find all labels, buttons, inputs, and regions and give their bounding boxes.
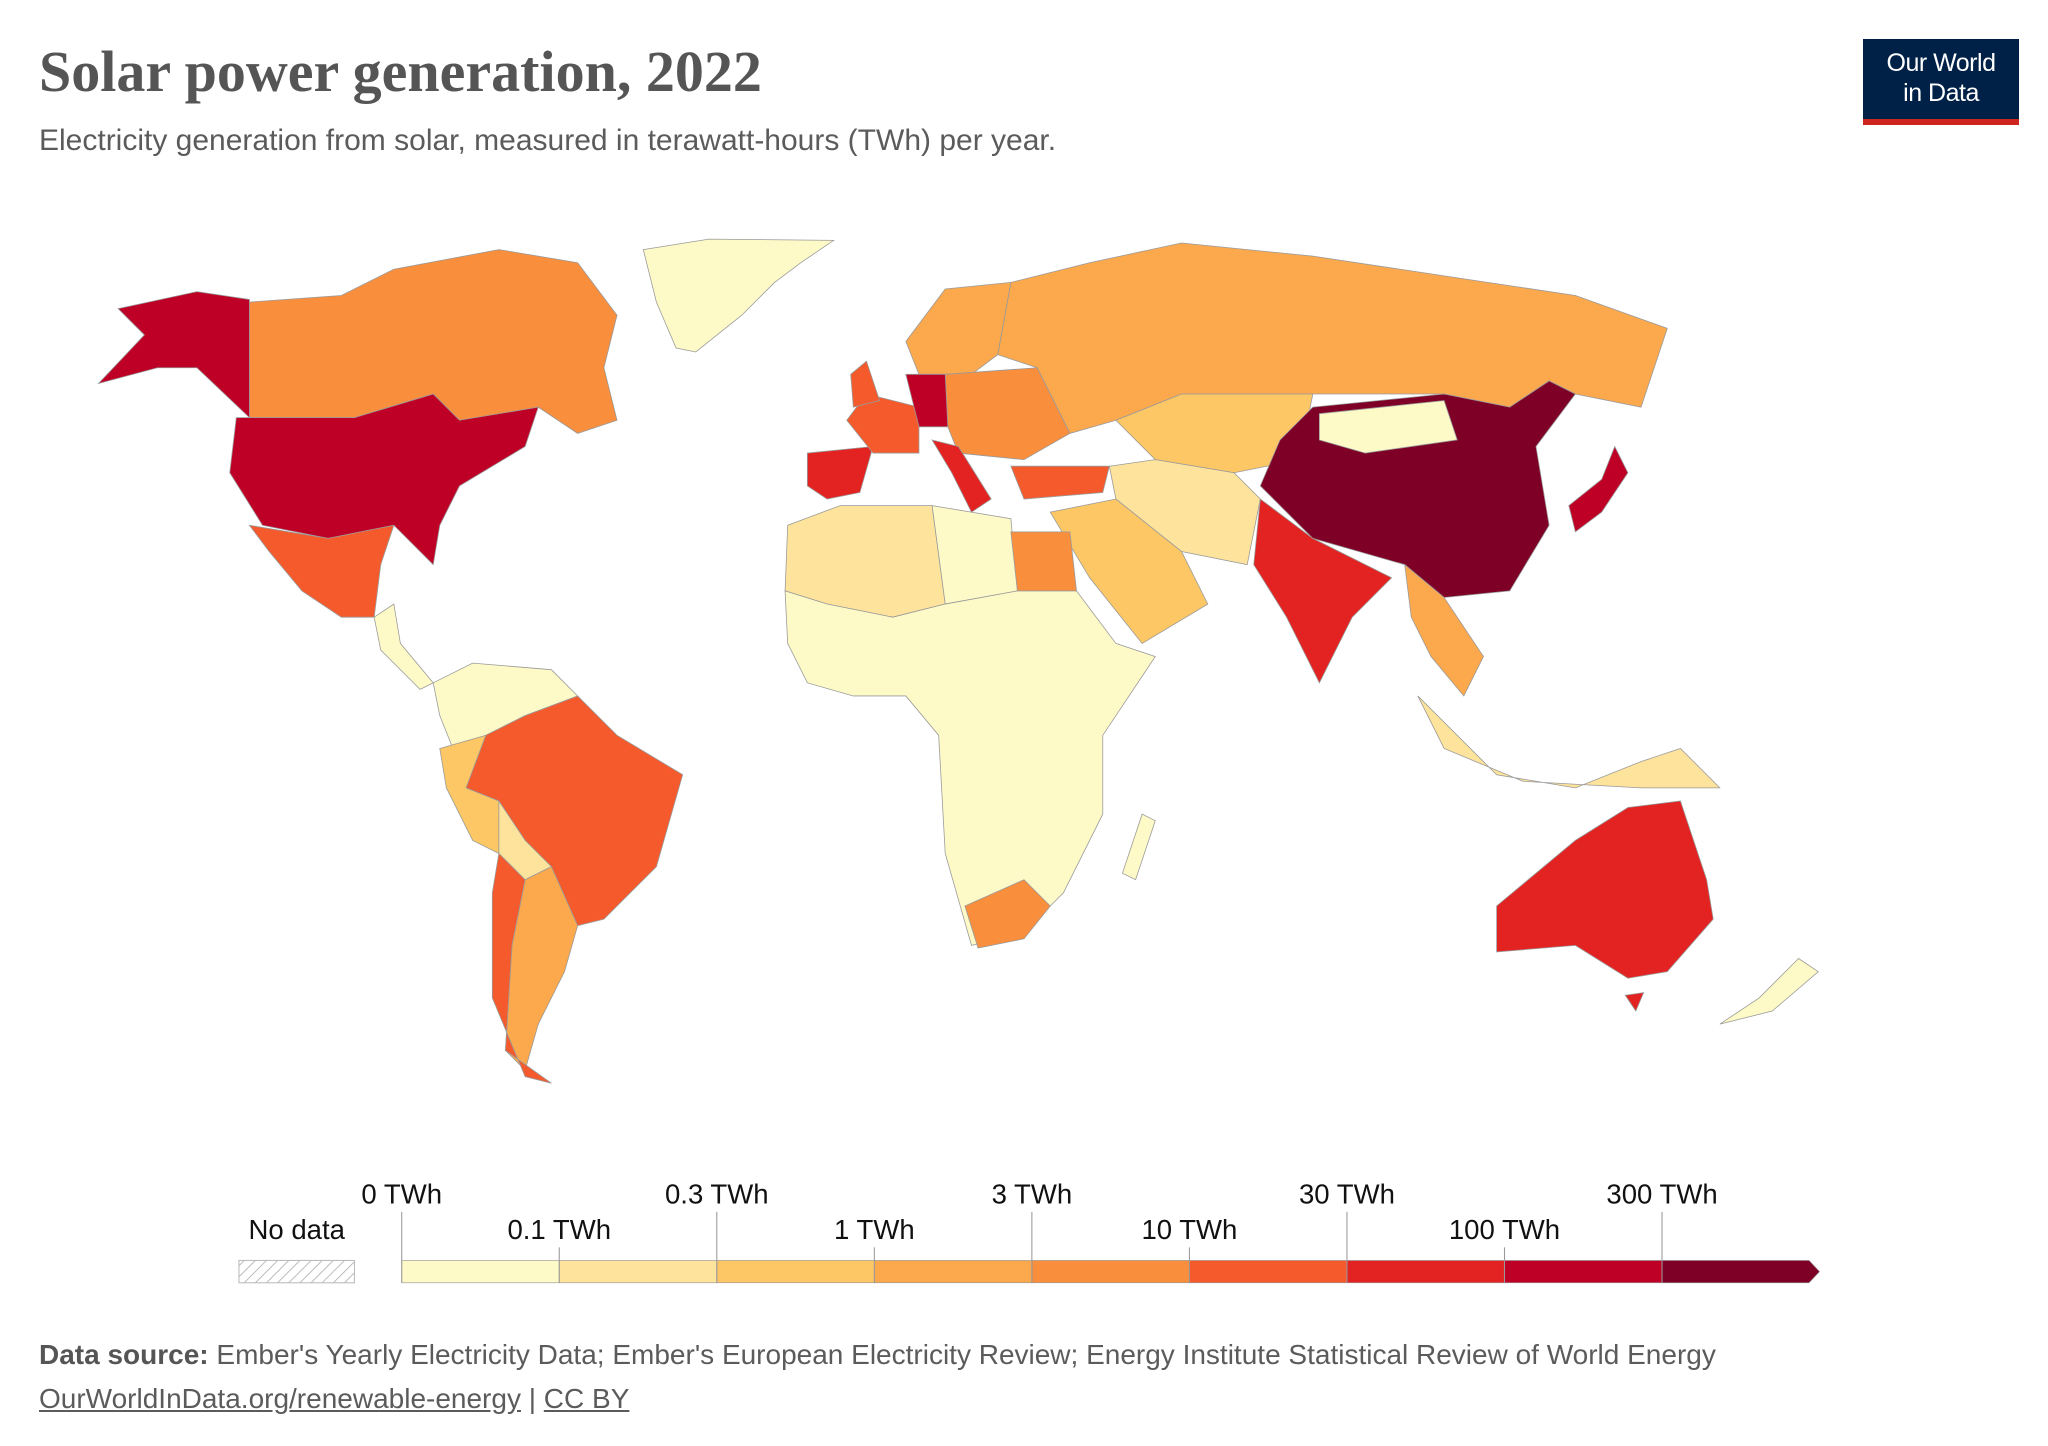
usa — [229, 393, 539, 566]
subtitle: Electricity generation from solar, measu… — [39, 124, 1057, 157]
legend-swatch — [1661, 1260, 1821, 1284]
indonesia — [1417, 695, 1721, 789]
logo-line: Our World — [1886, 49, 1996, 77]
tasmania — [1624, 992, 1645, 1012]
madagascar — [1121, 813, 1156, 881]
turkey — [1010, 465, 1110, 500]
logo-line: in Data — [1903, 79, 1979, 107]
legend-tick-label: 0 TWh — [361, 1178, 442, 1209]
legend-swatch — [1346, 1260, 1505, 1284]
logo[interactable]: Our World in Data — [1863, 39, 2019, 125]
greenland — [642, 238, 835, 353]
australia — [1496, 800, 1714, 979]
new-zealand — [1719, 958, 1819, 1025]
legend-swatch — [1504, 1260, 1663, 1284]
legend-tick-label: 0.3 TWh — [665, 1178, 769, 1209]
map: No data 0 TWh 0.1 TWh 0.3 TWh 1 TWh 3 TWh 10 … — [97, 238, 1821, 1284]
link[interactable]: OurWorldInData.org/renewable-energy — [39, 1383, 521, 1414]
south-africa — [964, 879, 1051, 949]
africa — [784, 590, 1156, 946]
legend-tick-label: 1 TWh — [834, 1214, 915, 1245]
uk — [850, 360, 881, 408]
libya — [931, 505, 1018, 605]
source-text: Ember's Yearly Electricity Data; Ember's… — [216, 1339, 1716, 1370]
mongolia — [1318, 400, 1458, 454]
source-line: Data source: Ember's Yearly Electricity … — [39, 1333, 1716, 1377]
spain — [806, 446, 874, 500]
legend-swatch — [401, 1260, 560, 1284]
egypt — [1010, 531, 1077, 592]
germany — [905, 373, 949, 428]
legend-swatch — [1031, 1260, 1190, 1284]
mexico — [248, 524, 395, 618]
legend-tick-label: 100 TWh — [1449, 1214, 1560, 1245]
footer: Data source: Ember's Yearly Electricity … — [39, 1333, 1716, 1421]
legend-tick-label: 3 TWh — [992, 1178, 1073, 1209]
scandinavia — [905, 281, 1012, 375]
legend-tick-label: 0.1 TWh — [507, 1214, 611, 1245]
southeast-asia — [1404, 563, 1484, 697]
link-line: OurWorldInData.org/renewable-energy | CC… — [39, 1377, 1716, 1421]
alaska — [97, 291, 250, 419]
india — [1253, 498, 1393, 684]
legend-tick-label: 300 TWh — [1606, 1178, 1717, 1209]
separator: | — [528, 1383, 537, 1414]
legend-swatch — [1189, 1260, 1348, 1284]
title: Solar power generation, 2022 — [39, 39, 762, 104]
legend: No data 0 TWh 0.1 TWh 0.3 TWh 1 TWh 3 TWh 10 … — [238, 1178, 1821, 1284]
italy — [931, 439, 992, 513]
central-america — [373, 603, 434, 690]
saudi-arabia — [1049, 498, 1209, 644]
countries — [97, 238, 1819, 1084]
japan — [1568, 445, 1629, 533]
legend-swatch — [558, 1260, 718, 1284]
legend-tick-label: 10 TWh — [1141, 1214, 1237, 1245]
france — [846, 393, 920, 454]
legend-swatch — [716, 1260, 875, 1284]
no-data-label: No data — [248, 1214, 345, 1245]
source-label: Data source: — [39, 1339, 209, 1370]
legend-tick-label: 30 TWh — [1299, 1178, 1395, 1209]
legend-swatch — [874, 1260, 1033, 1284]
license[interactable]: CC BY — [543, 1383, 630, 1414]
no-data-swatch — [238, 1259, 355, 1284]
chile — [491, 852, 552, 1084]
